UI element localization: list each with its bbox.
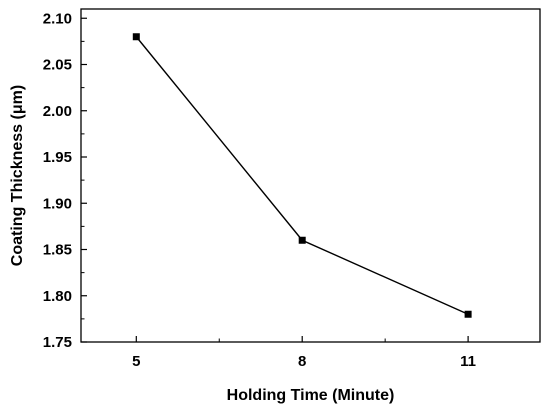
x-tick-label: 8	[298, 353, 306, 370]
y-tick-label: 1.80	[43, 288, 72, 305]
x-tick-label: 11	[460, 353, 476, 370]
y-tick-label: 1.75	[43, 334, 72, 351]
x-axis-ticks: 5 8 11	[132, 336, 476, 370]
data-point-marker	[464, 310, 472, 318]
y-tick-label: 1.90	[43, 195, 72, 212]
y-axis-ticks: 1.75 1.80 1.85 1.90 1.95 2.00 2.05 2.10	[43, 10, 87, 351]
x-axis-title: Holding Time (Minute)	[227, 387, 395, 404]
x-tick-label: 5	[132, 353, 140, 370]
y-tick-label: 2.00	[43, 103, 72, 120]
y-axis-title: Coating Thickness (μm)	[9, 85, 26, 266]
series-layer	[132, 33, 472, 318]
y-tick-label: 2.05	[43, 57, 72, 74]
plot-frame	[80, 8, 541, 343]
data-point-marker	[298, 236, 306, 244]
data-point-marker	[132, 33, 140, 41]
y-tick-label: 1.95	[43, 149, 72, 166]
y-tick-label: 1.85	[43, 242, 72, 259]
series-line	[135, 36, 469, 315]
y-tick-label: 2.10	[43, 10, 72, 27]
